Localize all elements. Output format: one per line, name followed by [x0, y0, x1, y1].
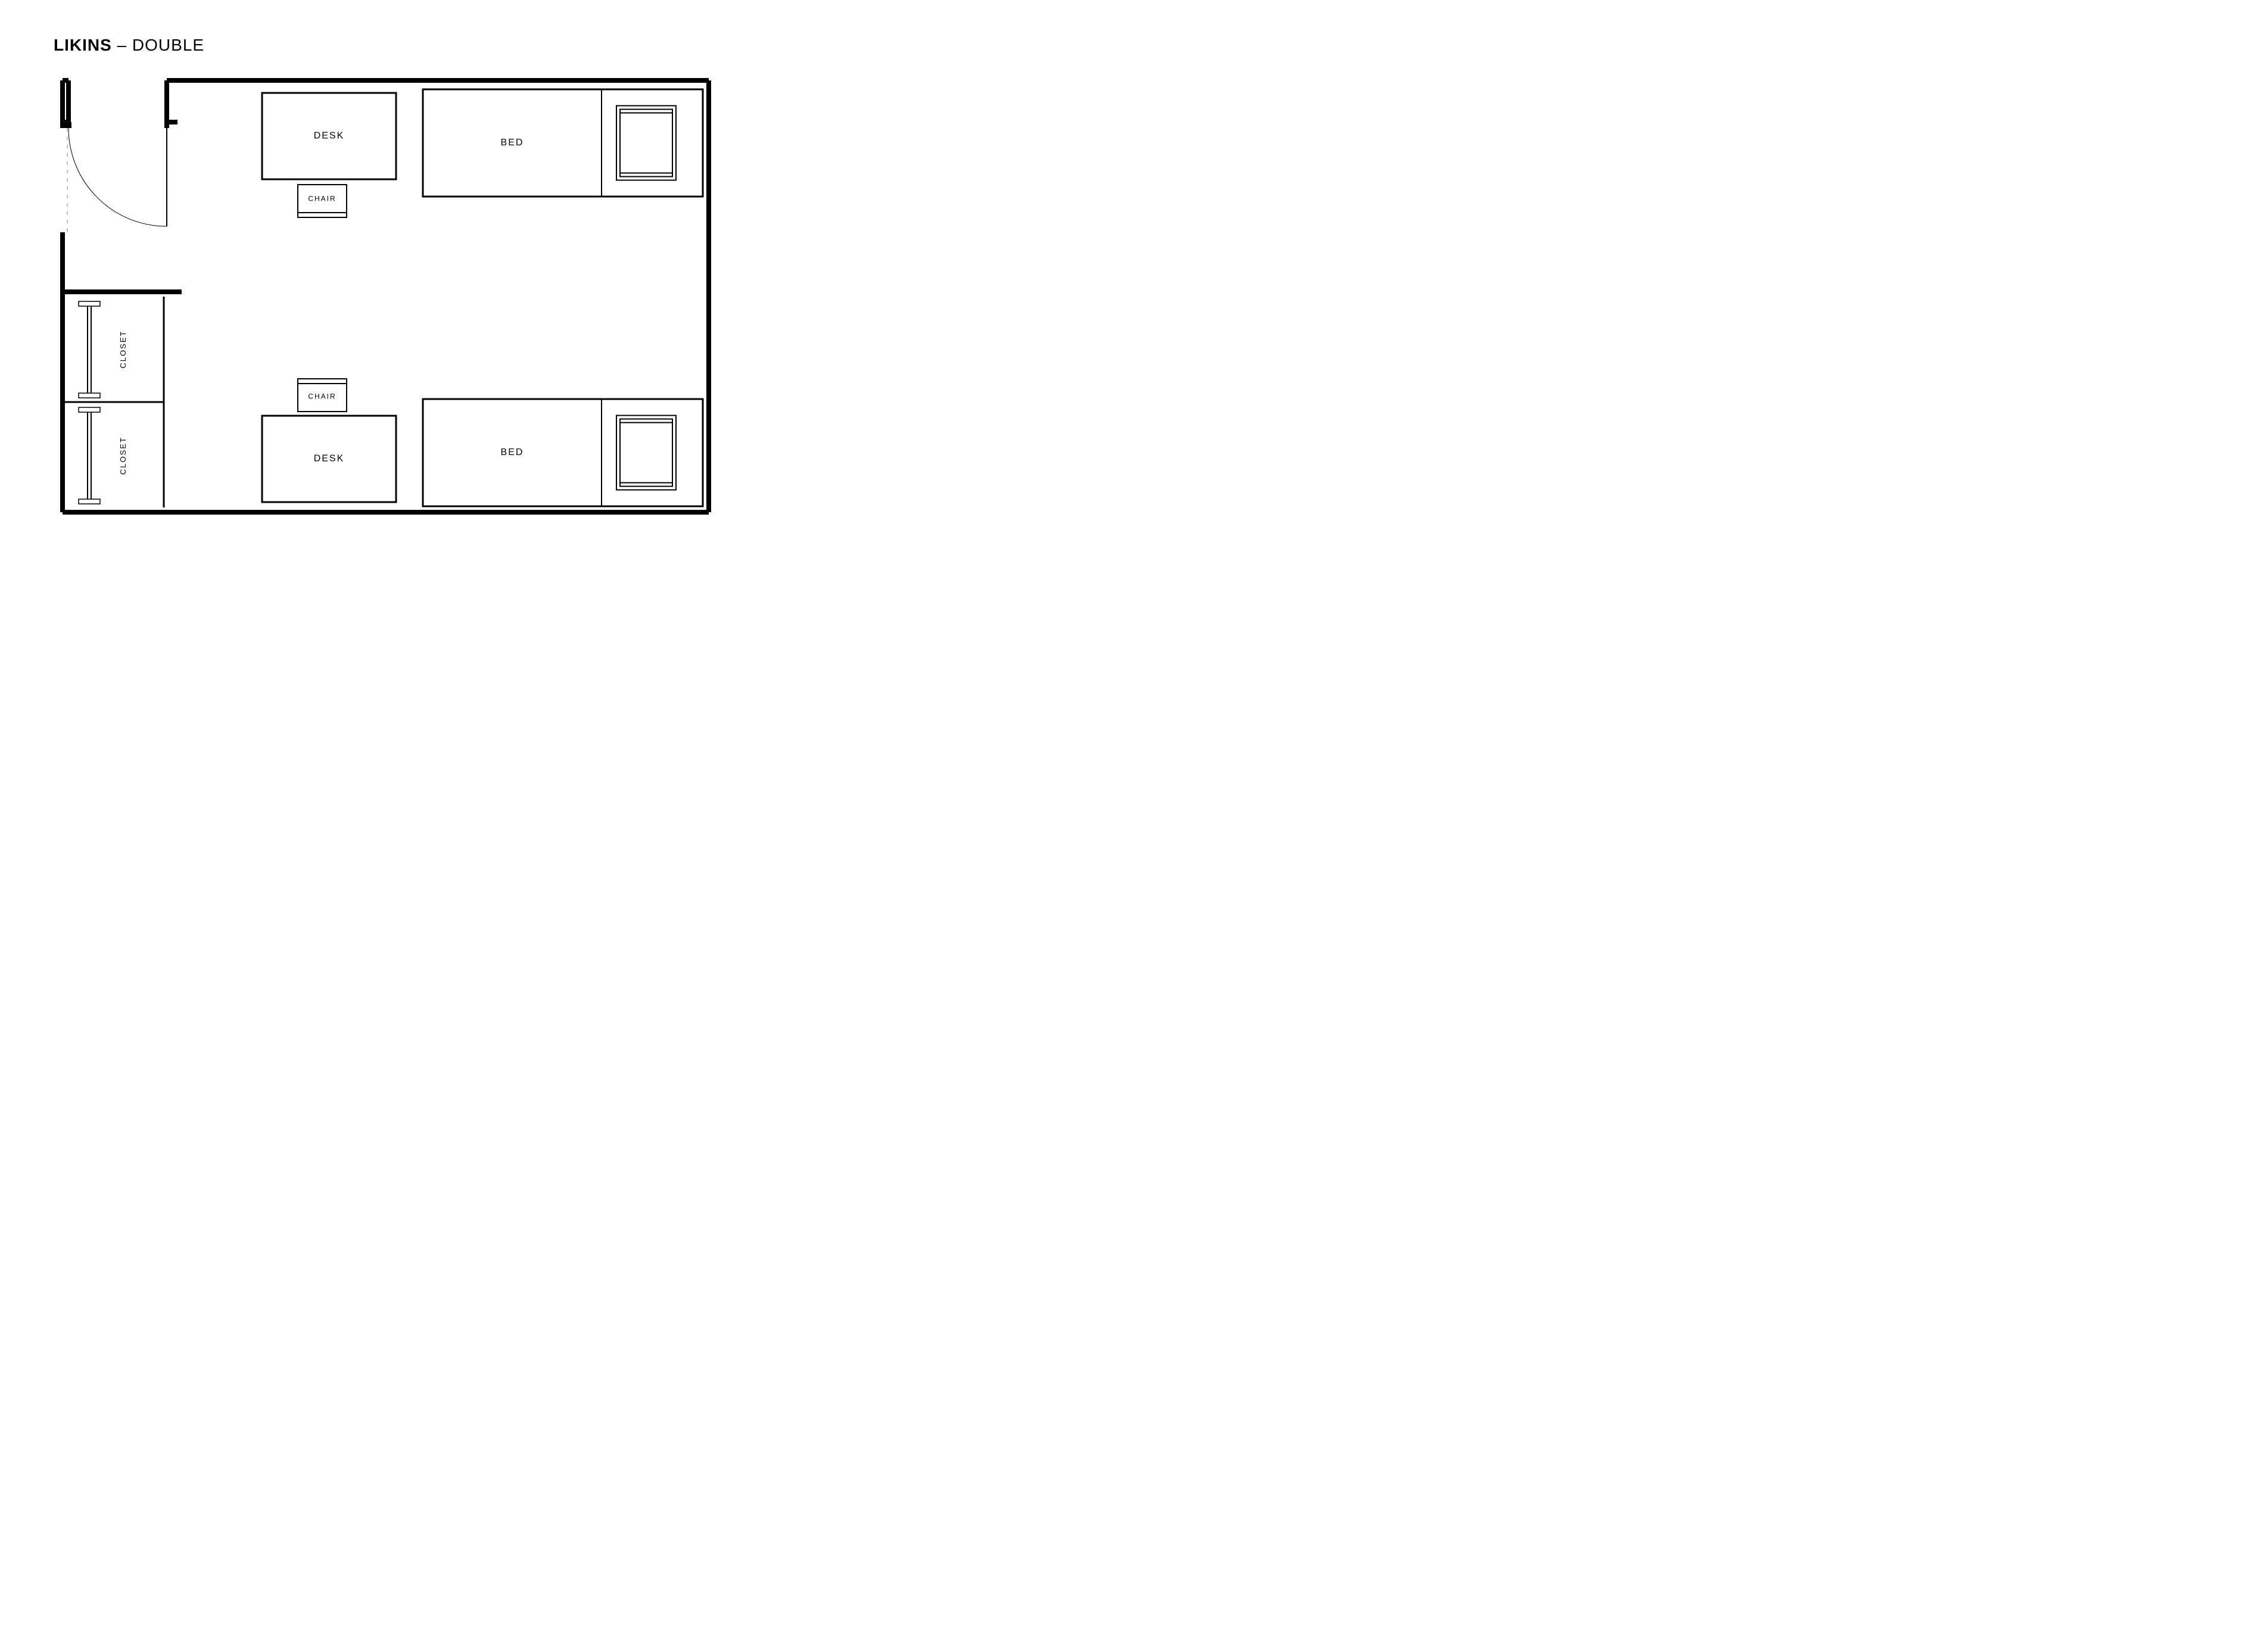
svg-text:DESK: DESK — [314, 454, 345, 464]
svg-text:CLOSET: CLOSET — [119, 330, 127, 368]
svg-text:CHAIR: CHAIR — [308, 393, 336, 401]
svg-text:DESK: DESK — [314, 131, 345, 141]
floorplan-page: LIKINS – DOUBLE DESKCHAIRBEDDESKCHAIRBED… — [0, 0, 756, 542]
svg-text:CHAIR: CHAIR — [308, 195, 336, 203]
floorplan-svg: DESK CHAIR BED DESK CHAIR BED CLOSET CLOSET — [0, 0, 756, 542]
svg-text:BED: BED — [501, 138, 524, 148]
svg-text:CLOSET: CLOSET — [119, 437, 127, 475]
svg-text:BED: BED — [501, 447, 524, 457]
